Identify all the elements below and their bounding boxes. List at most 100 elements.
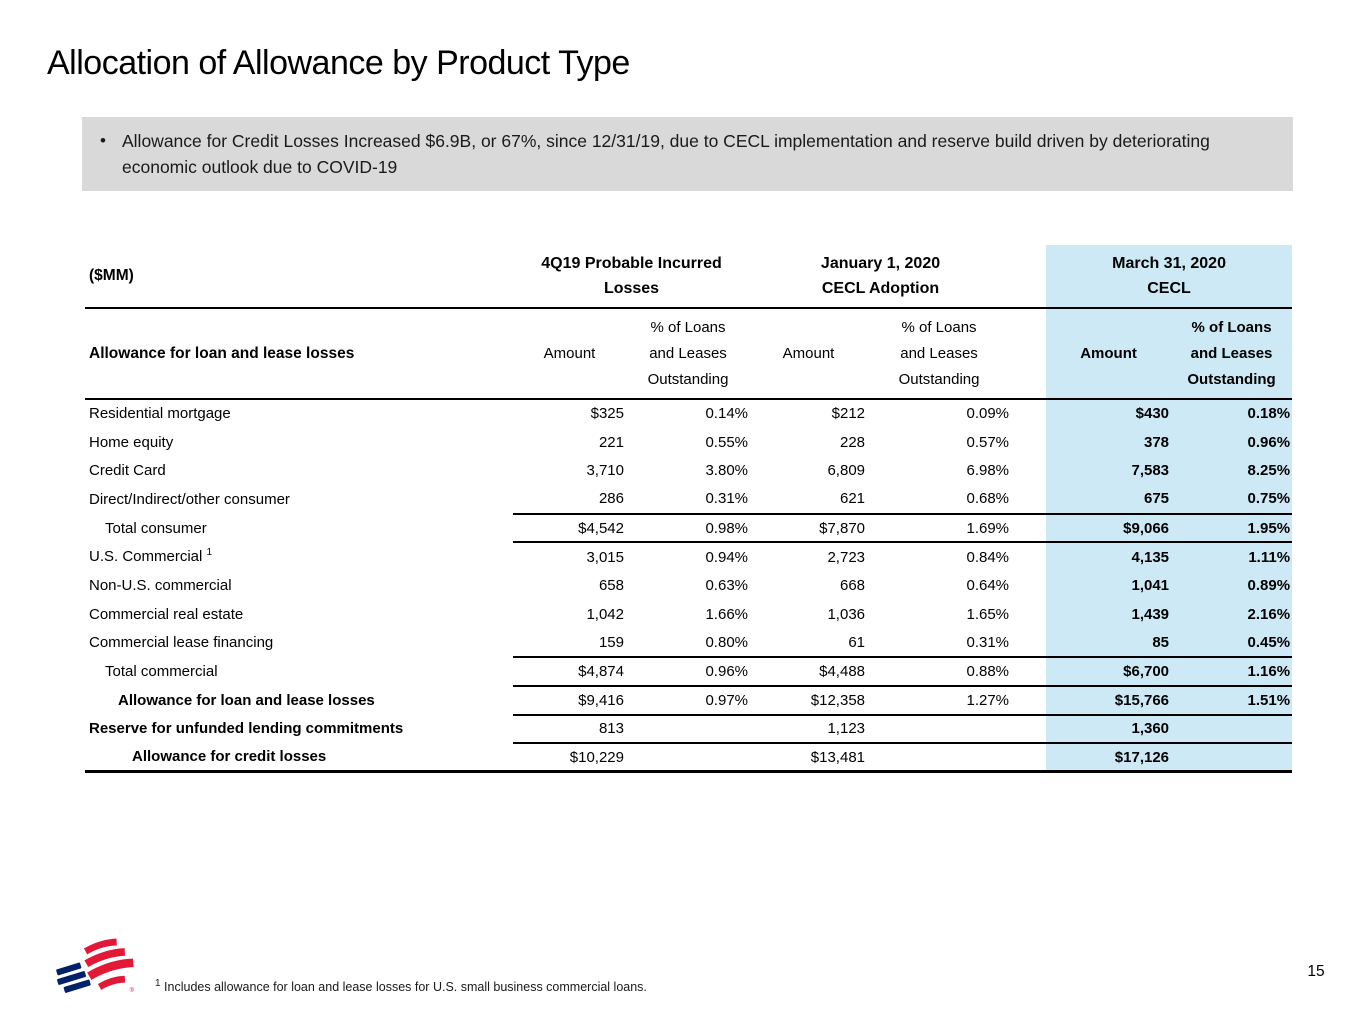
row-label: Non-U.S. commercial [89, 576, 232, 594]
cell-pct-4q19 [626, 714, 751, 745]
cell-pct-mar-2020: 0.96% [1171, 427, 1293, 457]
col-group-jan-2020: January 1, 2020 CECL Adoption [750, 245, 1012, 309]
page-title: Allocation of Allowance by Product Type [47, 44, 630, 82]
column-spacer [1011, 399, 1046, 428]
summary-callout: • Allowance for Credit Losses Increased … [82, 117, 1293, 191]
cell-pct-mar-2020: 0.18% [1171, 399, 1293, 428]
cell-amount-jan-2020: 228 [839, 433, 866, 451]
table-row: U.S. Commercial 1 3,015 0.94% 2,723 0.84% 4,1… [85, 542, 1293, 572]
cell-amount-mar-2020: 4,135 [1046, 542, 1172, 572]
table-body: Residential mortgage $325 0.14% $212 0.09% $4… [85, 399, 1293, 774]
cell-pct-jan-2020: 1.27% [867, 685, 1012, 716]
cell-amount-4q19: $4,874 [513, 657, 626, 687]
cell-pct-jan-2020: 0.88% [867, 657, 1012, 687]
table-row: Total consumer $4,542 0.98% $7,870 1.69% $9,0… [85, 513, 1293, 544]
cell-pct-4q19: 0.94% [705, 548, 749, 566]
cell-pct-jan-2020: 1.65% [966, 605, 1010, 623]
cell-amount-4q19: 3,015 [586, 548, 624, 566]
cell-pct-jan-2020: 0.57% [966, 433, 1010, 451]
cell-amount-mar-2020: 1,360 [1046, 714, 1172, 745]
cell-pct-jan-2020: 0.31% [867, 628, 1012, 659]
table-row: Home equity 221 0.55% 228 0.57% 378 0.96% [85, 427, 1293, 457]
cell-pct-4q19: 0.98% [626, 513, 751, 544]
table-row: Commercial real estate 1,042 1.66% 1,036 1.6… [85, 599, 1293, 629]
cell-amount-mar-2020: $15,766 [1046, 685, 1172, 716]
column-spacer [1011, 600, 1046, 629]
cell-amount-mar-2020: $17,126 [1046, 743, 1172, 774]
sub-header-pct-jan-2020: % of Loans and Leases Outstanding [867, 308, 1012, 400]
allowance-table: ($MM) 4Q19 Probable Incurred Losses Janu… [85, 245, 1293, 774]
column-spacer [1011, 308, 1047, 400]
cell-amount-jan-2020: $7,870 [750, 513, 868, 544]
cell-amount-4q19: $325 [590, 405, 624, 423]
cell-amount-jan-2020: $4,488 [750, 657, 868, 687]
row-label: Home equity [89, 433, 174, 451]
cell-pct-jan-2020: 0.64% [966, 576, 1010, 594]
row-label: Residential mortgage [89, 405, 231, 423]
cell-pct-mar-2020: 1.95% [1171, 513, 1293, 544]
cell-amount-mar-2020: $9,066 [1046, 513, 1172, 544]
cell-amount-mar-2020: 378 [1046, 427, 1172, 457]
cell-pct-4q19: 0.14% [705, 405, 749, 423]
cell-pct-mar-2020: 0.75% [1171, 485, 1293, 515]
table-row: Direct/Indirect/other consumer 286 0.31% 62… [85, 485, 1293, 515]
table-row: Reserve for unfunded lending commitments… [85, 714, 1293, 745]
page-number: 15 [1307, 963, 1325, 980]
cell-pct-mar-2020: 1.16% [1171, 657, 1293, 687]
cell-amount-jan-2020: $212 [831, 405, 866, 423]
cell-amount-4q19: 1,042 [586, 605, 624, 623]
row-header-label: Allowance for loan and lease losses [85, 308, 513, 400]
column-spacer [1011, 628, 1047, 659]
cell-pct-4q19: 0.55% [705, 433, 749, 451]
row-label: Total commercial [105, 663, 218, 681]
cell-pct-mar-2020 [1171, 714, 1293, 745]
cell-amount-4q19: $4,542 [513, 513, 626, 544]
row-label: Commercial lease financing [89, 634, 274, 652]
cell-amount-4q19: 286 [513, 485, 626, 515]
cell-amount-4q19: 658 [598, 576, 624, 594]
cell-pct-mar-2020: 1.11% [1171, 542, 1293, 572]
table-row: Allowance for loan and lease losses $9,41… [85, 685, 1293, 716]
sub-header-amount-mar-2020: Amount [1046, 308, 1172, 400]
row-label: U.S. Commercial 1 [89, 547, 213, 566]
sub-header-row: Allowance for loan and lease losses Amou… [85, 308, 1293, 400]
cell-amount-4q19: 221 [598, 433, 624, 451]
column-spacer [1011, 485, 1047, 515]
cell-pct-mar-2020: 2.16% [1171, 599, 1293, 629]
cell-amount-jan-2020: $12,358 [750, 685, 868, 716]
cell-pct-4q19: 0.63% [705, 576, 749, 594]
sub-header-pct-mar-2020: % of Loans and Leases Outstanding [1171, 308, 1293, 400]
footnote-superscript: 1 [155, 977, 161, 989]
row-label: Direct/Indirect/other consumer [89, 490, 290, 508]
cell-amount-4q19: 3,710 [586, 462, 624, 480]
col-group-mar-2020: March 31, 2020 CECL [1046, 245, 1293, 309]
cell-amount-jan-2020: 6,809 [827, 462, 866, 480]
table-row: Residential mortgage $325 0.14% $212 0.09% $4… [85, 399, 1293, 428]
footnote-text: Includes allowance for loan and lease lo… [160, 980, 647, 994]
bullet-glyph: • [100, 131, 106, 150]
row-label: Allowance for loan and lease losses [118, 691, 375, 709]
cell-amount-4q19: $9,416 [513, 685, 626, 716]
unit-label: ($MM) [85, 245, 513, 309]
cell-amount-jan-2020: 621 [750, 485, 868, 515]
row-label: Allowance for credit losses [85, 743, 513, 774]
column-spacer [1011, 456, 1046, 485]
sub-header-amount-4q19: Amount [513, 308, 626, 400]
cell-amount-mar-2020: $6,700 [1046, 657, 1172, 687]
cell-amount-jan-2020: $13,481 [750, 743, 868, 774]
table-row: Non-U.S. commercial 658 0.63% 668 0.64% 1,041… [85, 571, 1293, 600]
bank-of-america-logo: ® [44, 932, 140, 1004]
cell-amount-mar-2020: 675 [1046, 485, 1172, 515]
row-label: Reserve for unfunded lending commitments [89, 720, 404, 738]
sub-header-pct-4q19: % of Loans and Leases Outstanding [626, 308, 751, 400]
cell-pct-4q19: 3.80% [705, 462, 749, 480]
cell-pct-jan-2020: 0.68% [867, 485, 1012, 515]
cell-amount-4q19: 159 [513, 628, 626, 659]
cell-amount-mar-2020: 1,041 [1046, 571, 1172, 600]
bullet-text: Allowance for Credit Losses Increased $6… [122, 131, 1210, 177]
cell-pct-4q19: 0.80% [626, 628, 751, 659]
registered-trademark: ® [129, 988, 134, 994]
col-group-4q19: 4Q19 Probable Incurred Losses [513, 245, 751, 309]
group-header-row: ($MM) 4Q19 Probable Incurred Losses Janu… [85, 245, 1293, 309]
